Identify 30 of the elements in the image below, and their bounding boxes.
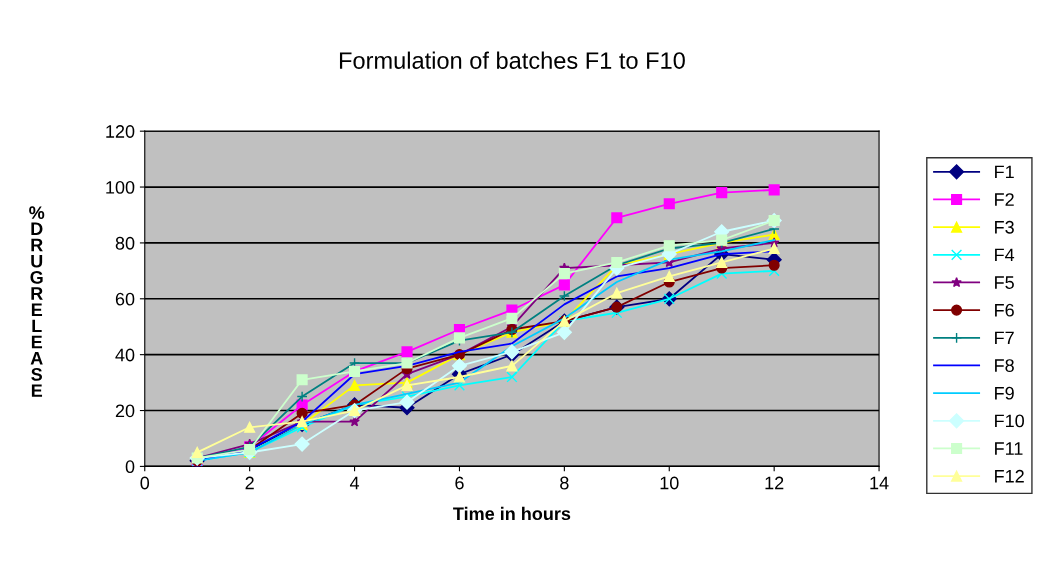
x-tick-label: 6 xyxy=(455,476,464,490)
legend-label: F7 xyxy=(995,331,1014,345)
legend-label: F8 xyxy=(995,359,1014,372)
legend-label: F3 xyxy=(995,220,1014,234)
x-tick-label: 8 xyxy=(560,476,569,490)
y-tick-label: 80 xyxy=(115,236,135,250)
legend-label: F1 xyxy=(995,165,1014,179)
legend-label: F5 xyxy=(995,276,1014,289)
y-tick-label: 0 xyxy=(125,460,135,474)
x-axis-title: Time in hours xyxy=(453,506,571,521)
legend-label: F12 xyxy=(995,469,1024,483)
y-tick-label: 20 xyxy=(115,404,135,418)
legend-label: F10 xyxy=(995,414,1024,428)
legend-label: F11 xyxy=(995,442,1023,455)
x-tick-label: 4 xyxy=(349,476,360,490)
legend-label: F4 xyxy=(995,248,1015,262)
x-tick-label: 10 xyxy=(660,476,679,490)
legend-label: F9 xyxy=(995,386,1014,400)
x-tick-label: 12 xyxy=(765,476,784,490)
x-tick-label: 2 xyxy=(245,476,254,490)
y-tick-label: 100 xyxy=(106,180,135,194)
x-tick-label: 0 xyxy=(140,476,150,490)
y-tick-label: 60 xyxy=(115,292,135,306)
legend-label: F2 xyxy=(995,193,1014,206)
chart-title: Formulation of batches F1 to F10 xyxy=(339,51,685,69)
text: %DRUGRELEASE xyxy=(29,206,45,397)
x-tick-label: 14 xyxy=(870,476,889,490)
y-tick-label: 120 xyxy=(106,125,135,138)
legend-label: F6 xyxy=(995,303,1014,317)
y-tick-label: 40 xyxy=(115,348,135,362)
